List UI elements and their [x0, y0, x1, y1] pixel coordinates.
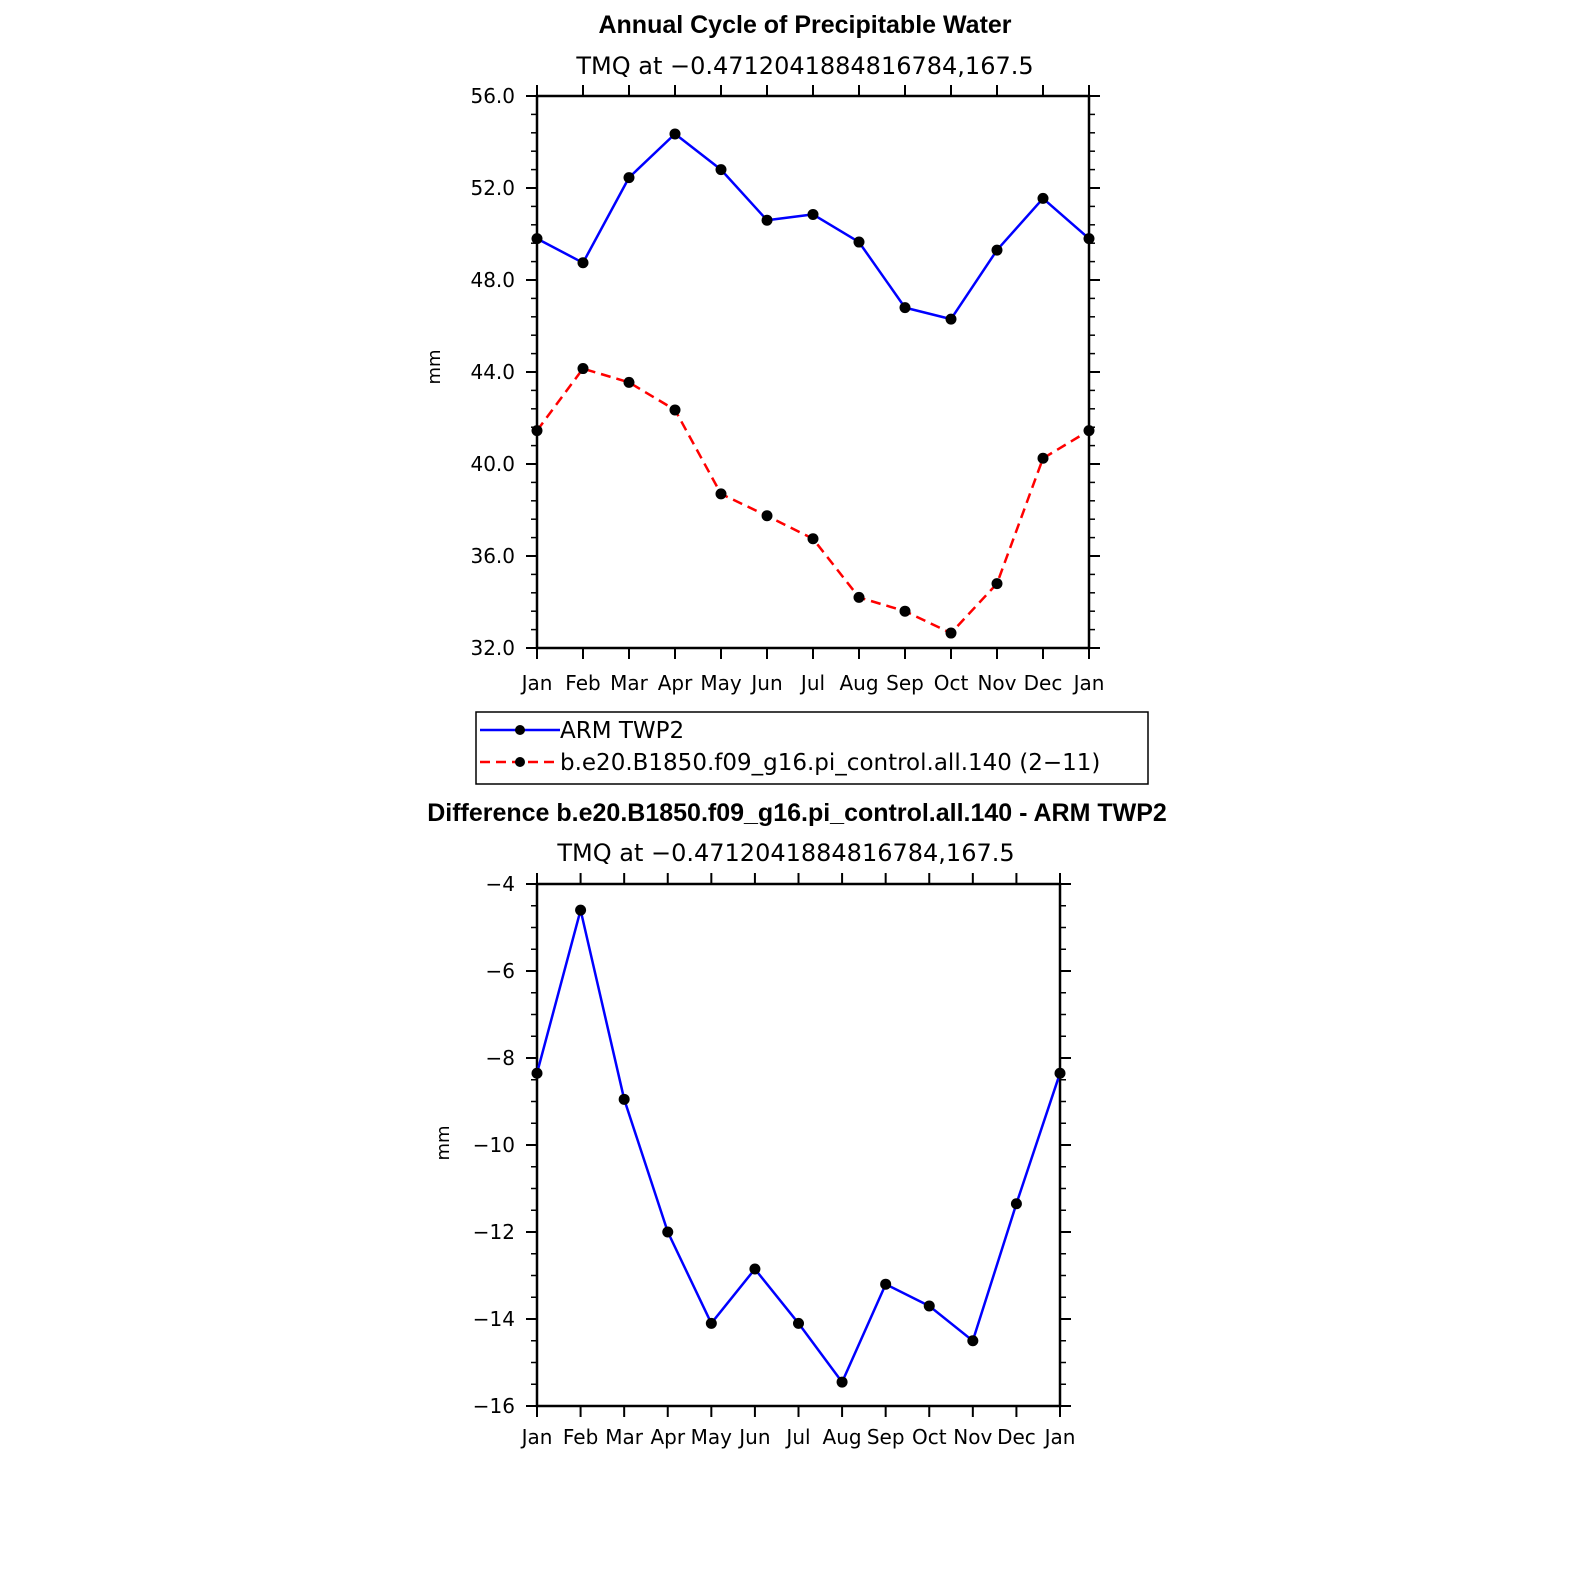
x-tick-label: Sep — [886, 671, 924, 695]
chart-subtitle: TMQ at −0.4712041884816784,167.5 — [575, 52, 1033, 80]
x-tick-label: Jun — [737, 1425, 770, 1449]
x-tick-label: Mar — [610, 671, 649, 695]
data-point — [853, 591, 865, 603]
series-line-0 — [536, 132, 1090, 321]
data-point — [880, 1278, 892, 1290]
legend: ARM TWP2 b.e20.B1850.f09_g16.pi_control.… — [475, 711, 1149, 785]
data-point — [577, 257, 589, 269]
data-point — [531, 1067, 543, 1079]
data-point — [807, 533, 819, 545]
data-point — [807, 208, 819, 220]
y-tick-label: −14 — [473, 1307, 515, 1331]
y-tick-label: 48.0 — [470, 268, 515, 292]
x-tick-label: Dec — [1024, 671, 1063, 695]
x-tick-label: Jan — [520, 1425, 553, 1449]
chart-title: Annual Cycle of Precipitable Water — [598, 11, 1011, 39]
y-tick-label: 40.0 — [470, 452, 515, 476]
y-tick-label: −16 — [473, 1394, 515, 1418]
data-point — [991, 244, 1003, 256]
y-tick-label: 44.0 — [470, 360, 515, 384]
legend-marker-model — [515, 757, 525, 767]
x-tick-label: Apr — [650, 1425, 685, 1449]
data-point — [669, 128, 681, 140]
series-line-1 — [535, 367, 1090, 635]
legend-marker-arm-twp2 — [515, 725, 525, 735]
data-point — [705, 1317, 717, 1329]
x-tick-label: Sep — [867, 1425, 905, 1449]
data-point — [577, 363, 589, 375]
x-tick-label: Jun — [749, 671, 782, 695]
data-point — [853, 236, 865, 248]
data-point — [923, 1300, 935, 1312]
y-tick-label: 36.0 — [470, 544, 515, 568]
y-tick-label: 52.0 — [470, 176, 515, 200]
data-point — [669, 404, 681, 416]
x-tick-label: Feb — [563, 1425, 598, 1449]
legend-label-model: b.e20.B1850.f09_g16.pi_control.all.140 (… — [560, 750, 1100, 776]
legend-box — [475, 711, 1149, 785]
y-tick-label: −4 — [486, 872, 515, 896]
data-point — [991, 578, 1003, 590]
data-point — [1037, 452, 1049, 464]
data-point — [749, 1263, 761, 1275]
y-axis-label: mm — [424, 349, 445, 384]
data-point — [623, 376, 635, 388]
data-point — [967, 1335, 979, 1347]
x-tick-label: Nov — [953, 1425, 992, 1449]
x-tick-label: Mar — [605, 1425, 644, 1449]
data-point — [618, 1093, 630, 1105]
x-tick-label: Feb — [565, 671, 600, 695]
data-point — [662, 1226, 674, 1238]
data-point — [1010, 1198, 1022, 1210]
x-tick-label: Apr — [658, 671, 693, 695]
annual-cycle-chart: Annual Cycle of Precipitable Water TMQ a… — [424, 11, 1104, 695]
data-point — [1083, 233, 1095, 245]
data-point — [761, 214, 773, 226]
data-point — [793, 1317, 804, 1329]
data-point — [1037, 192, 1049, 204]
data-point — [575, 904, 587, 916]
x-tick-label: Nov — [977, 671, 1016, 695]
series-line-0 — [535, 908, 1062, 1384]
y-tick-label: −8 — [486, 1046, 515, 1070]
y-tick-label: 56.0 — [470, 84, 515, 108]
y-tick-label: −12 — [473, 1220, 515, 1244]
data-point — [531, 233, 543, 245]
x-tick-label: Dec — [997, 1425, 1036, 1449]
x-tick-label: Aug — [823, 1425, 862, 1449]
x-tick-label: May — [700, 671, 742, 695]
x-tick-label: Jan — [520, 671, 553, 695]
data-point — [1083, 425, 1095, 437]
data-point — [836, 1376, 848, 1388]
x-tick-label: Oct — [912, 1425, 947, 1449]
x-tick-label: Oct — [934, 671, 969, 695]
data-point — [715, 164, 727, 176]
data-point — [715, 488, 727, 500]
chart-title: Difference b.e20.B1850.f09_g16.pi_contro… — [427, 799, 1167, 827]
y-tick-label: −10 — [473, 1133, 515, 1157]
data-point — [1054, 1067, 1066, 1079]
x-tick-label: Jan — [1043, 1425, 1076, 1449]
y-tick-label: −6 — [486, 959, 515, 983]
x-tick-label: Jan — [1072, 671, 1105, 695]
data-point — [945, 627, 957, 639]
data-point — [945, 313, 957, 325]
x-tick-label: Aug — [839, 671, 878, 695]
x-tick-label: May — [691, 1425, 733, 1449]
chart-subtitle: TMQ at −0.4712041884816784,167.5 — [556, 839, 1014, 867]
data-point — [623, 172, 635, 184]
data-point — [899, 302, 911, 314]
x-tick-label: Jul — [784, 1425, 810, 1449]
y-axis-label: mm — [433, 1125, 454, 1160]
difference-chart: Difference b.e20.B1850.f09_g16.pi_contro… — [427, 799, 1167, 1449]
data-point — [761, 510, 773, 522]
data-point — [899, 605, 911, 617]
data-point — [531, 425, 543, 437]
y-tick-label: 32.0 — [470, 636, 515, 660]
plot-frame — [535, 94, 1091, 650]
legend-label-arm-twp2: ARM TWP2 — [560, 718, 684, 744]
x-tick-label: Jul — [799, 671, 825, 695]
